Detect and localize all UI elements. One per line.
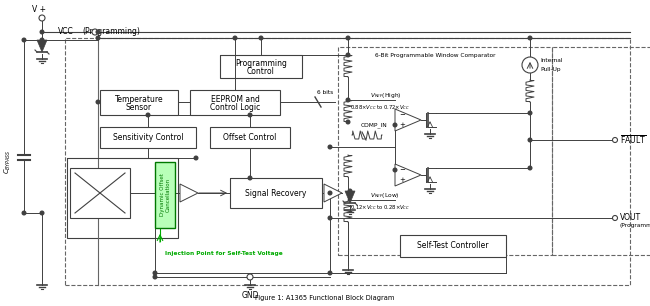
Text: $V_{REF}$(Low): $V_{REF}$(Low) (370, 191, 400, 200)
Polygon shape (395, 109, 421, 131)
Polygon shape (345, 191, 355, 203)
Text: 6 bits: 6 bits (317, 89, 333, 95)
Circle shape (40, 38, 44, 42)
Text: −: − (399, 167, 405, 173)
Bar (400, 235, 506, 257)
Circle shape (248, 113, 252, 117)
Bar (338, 47, 552, 255)
Text: COMP_IN: COMP_IN (360, 122, 387, 128)
Text: $V_{REF}$(High): $V_{REF}$(High) (370, 91, 402, 99)
Bar (210, 127, 290, 148)
Circle shape (153, 275, 157, 279)
Text: Self-Test Controller: Self-Test Controller (417, 241, 489, 251)
Circle shape (528, 138, 532, 142)
Text: Signal Recovery: Signal Recovery (245, 188, 307, 197)
Circle shape (96, 30, 100, 34)
Circle shape (346, 120, 350, 124)
Text: −: − (399, 112, 405, 118)
Text: Sensitivity Control: Sensitivity Control (112, 133, 183, 142)
Polygon shape (37, 40, 47, 52)
Bar (155, 162, 175, 228)
Bar (70, 168, 130, 218)
Circle shape (328, 191, 332, 195)
Circle shape (522, 57, 538, 73)
Bar (190, 90, 280, 115)
Circle shape (96, 100, 100, 104)
Text: Programming: Programming (235, 59, 287, 68)
Circle shape (393, 168, 396, 172)
Bar (67, 158, 178, 238)
Text: (Programming): (Programming) (82, 28, 140, 36)
Bar (230, 178, 322, 208)
Circle shape (259, 36, 263, 40)
Polygon shape (180, 184, 198, 202)
Text: 6-Bit Programmable Window Comparator: 6-Bit Programmable Window Comparator (375, 53, 495, 58)
Text: Pull-Up: Pull-Up (540, 66, 560, 72)
Text: GND: GND (241, 290, 259, 300)
Circle shape (248, 275, 252, 279)
Circle shape (146, 113, 150, 117)
Text: (Programming): (Programming) (620, 223, 650, 229)
Circle shape (328, 271, 332, 275)
Circle shape (194, 156, 198, 160)
Text: EEPROM and: EEPROM and (211, 95, 259, 104)
Circle shape (247, 274, 253, 280)
Circle shape (528, 36, 532, 40)
Text: Internal: Internal (540, 58, 562, 62)
Text: $0.88 × V_{CC}$ to $0.72 × V_{CC}$: $0.88 × V_{CC}$ to $0.72 × V_{CC}$ (350, 103, 410, 112)
Text: +: + (399, 177, 405, 183)
Circle shape (248, 176, 252, 180)
Circle shape (612, 215, 618, 221)
Circle shape (22, 211, 26, 215)
Circle shape (528, 111, 532, 115)
Circle shape (40, 30, 44, 34)
Bar (100, 90, 178, 115)
Text: Control Logic: Control Logic (210, 103, 260, 112)
Bar (552, 47, 650, 255)
Text: $C_{BYPASS}$: $C_{BYPASS}$ (3, 150, 13, 174)
Circle shape (233, 36, 237, 40)
Circle shape (348, 189, 352, 193)
Text: Figure 1: A1365 Functional Block Diagram: Figure 1: A1365 Functional Block Diagram (255, 295, 395, 301)
Circle shape (96, 36, 100, 40)
Text: VCC: VCC (58, 28, 73, 36)
Circle shape (328, 216, 332, 220)
Text: Injection Point for Self-Test Voltage: Injection Point for Self-Test Voltage (165, 251, 283, 256)
Text: $0.12 × V_{CC}$ to $0.28 × V_{CC}$: $0.12 × V_{CC}$ to $0.28 × V_{CC}$ (350, 203, 410, 212)
Polygon shape (395, 164, 421, 186)
Circle shape (22, 38, 26, 42)
Text: VOUT: VOUT (620, 214, 641, 222)
Text: Sensor: Sensor (126, 103, 152, 112)
Polygon shape (324, 184, 342, 202)
Circle shape (612, 137, 618, 143)
Text: Control: Control (247, 67, 275, 76)
Text: Dynamic Offset
Cancellation: Dynamic Offset Cancellation (160, 174, 170, 216)
Circle shape (346, 36, 350, 40)
Text: Offset Control: Offset Control (224, 133, 277, 142)
Circle shape (528, 166, 532, 170)
Circle shape (346, 53, 350, 57)
Circle shape (92, 29, 98, 35)
Text: V +: V + (32, 6, 46, 14)
Bar (65, 38, 630, 285)
Text: Temperature: Temperature (114, 95, 163, 104)
Bar (220, 55, 302, 78)
Text: $\overline{\mathrm{FAULT}}$: $\overline{\mathrm{FAULT}}$ (620, 134, 646, 146)
Circle shape (40, 211, 44, 215)
Circle shape (153, 271, 157, 275)
Bar (100, 127, 196, 148)
Circle shape (346, 98, 350, 102)
Text: +: + (399, 122, 405, 128)
Circle shape (328, 145, 332, 149)
Circle shape (39, 15, 45, 21)
Circle shape (393, 123, 396, 127)
